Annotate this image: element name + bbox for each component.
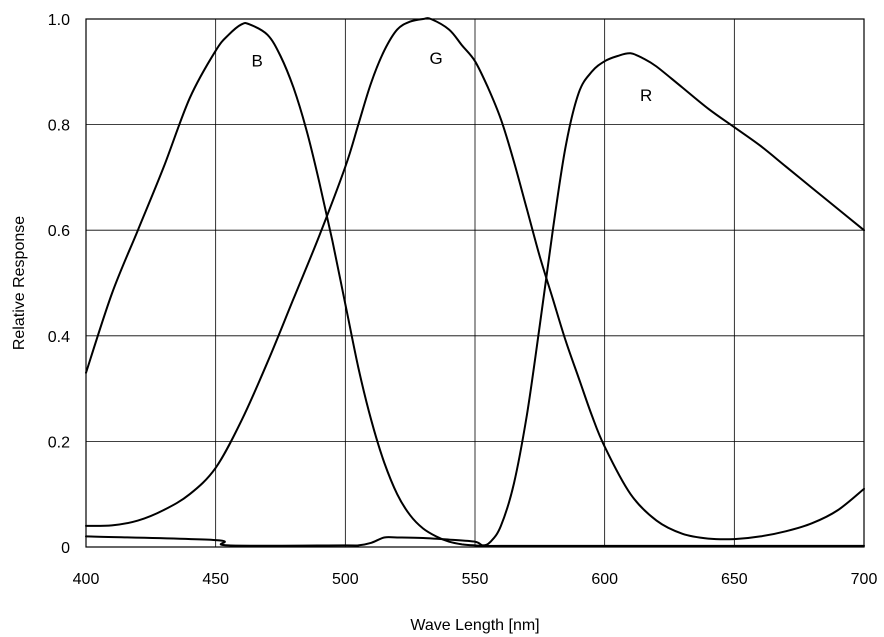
y-tick-label: 0.6 [48, 223, 70, 240]
series-label-g: G [429, 49, 442, 68]
y-tick-label: 1.0 [48, 12, 70, 29]
y-tick-label: 0.2 [48, 434, 70, 451]
x-axis-title: Wave Length [nm] [410, 617, 539, 634]
y-tick-labels: 0 0.2 0.4 0.6 0.8 1.0 [48, 12, 70, 557]
x-tick-label: 400 [73, 571, 100, 588]
y-tick-label: 0.8 [48, 118, 70, 135]
plot-frame [85, 18, 865, 548]
y-tick-label: 0.4 [48, 329, 70, 346]
series-curves [85, 17, 865, 547]
series-line-r [85, 52, 865, 547]
y-axis-title: Relative Response [11, 216, 28, 350]
y-tick-label: 0 [61, 540, 70, 557]
x-tick-label: 600 [591, 571, 618, 588]
x-tick-label: 550 [462, 571, 489, 588]
x-tick-label: 450 [202, 571, 229, 588]
x-tick-label: 700 [851, 571, 878, 588]
x-tick-label: 650 [721, 571, 748, 588]
x-tick-label: 500 [332, 571, 359, 588]
series-label-r: R [640, 86, 652, 105]
x-tick-labels: 400 450 500 550 600 650 700 [73, 571, 878, 588]
series-annotations: B G R [251, 49, 652, 105]
series-label-b: B [251, 52, 262, 71]
grid-lines [85, 18, 865, 548]
series-line-g [85, 17, 865, 541]
